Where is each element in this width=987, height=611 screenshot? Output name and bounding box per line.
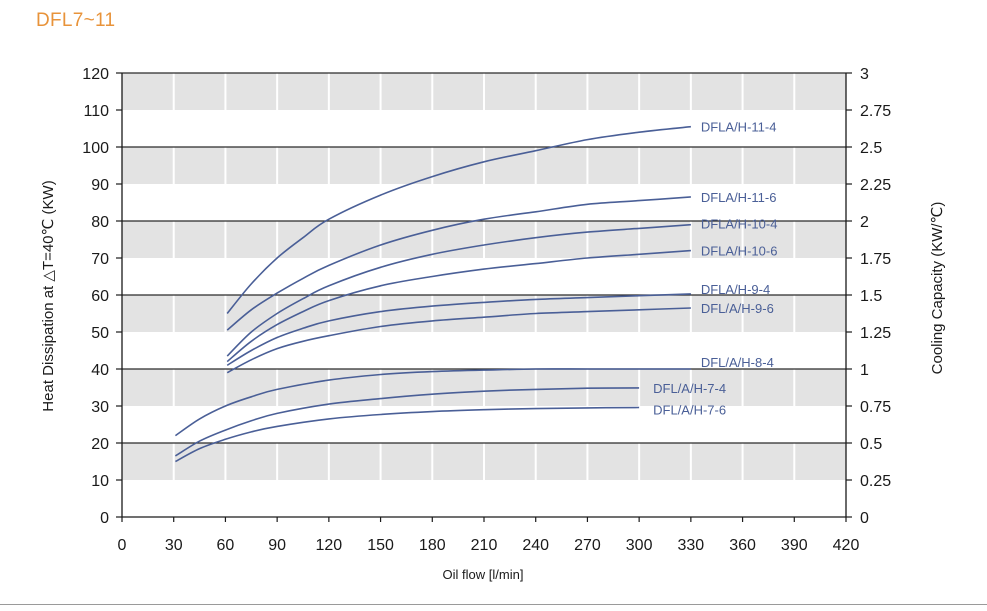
x-tick-label: 120 <box>316 537 343 554</box>
y-right-tick-label: 2.25 <box>860 177 891 194</box>
chart-axes <box>116 72 852 522</box>
x-tick-label: 90 <box>268 537 286 554</box>
y-tick-label: 30 <box>91 399 109 416</box>
series-label: DFL/A/H-7-4 <box>653 381 726 396</box>
series-label: DFLA/H-10-4 <box>701 217 778 232</box>
y-tick-label: 60 <box>91 288 109 305</box>
y-right-axis-title: Cooling Capacity (KW/℃) <box>929 202 946 375</box>
x-tick-label: 390 <box>781 537 808 554</box>
series-label: DFL/A/H-7-6 <box>653 402 726 417</box>
y-right-tick-label: 0.5 <box>860 436 882 453</box>
x-axis-title: Oil flow [l/min] <box>443 567 524 582</box>
series-line <box>174 387 640 457</box>
x-tick-label: 60 <box>217 537 235 554</box>
y-right-tick-label: 1.25 <box>860 325 891 342</box>
y-right-tick-labels: 0 0.25 0.5 0.75 1 1.25 1.5 1.75 2 2.25 2.5 2.75 3 <box>860 66 891 527</box>
y-tick-labels: 0 10 20 30 40 50 60 70 80 90 100 110 120 <box>82 66 109 527</box>
y-tick-label: 50 <box>91 325 109 342</box>
series-label: DFLA/H-11-4 <box>701 120 777 135</box>
x-tick-label: 270 <box>574 537 601 554</box>
series-labels: DFLA/H-11-4 DFLA/H-11-6 DFLA/H-10-4 DFLA/H-… <box>653 120 777 418</box>
y-right-tick-label: 2 <box>860 214 869 231</box>
y-right-tick-label: 0.75 <box>860 399 891 416</box>
series-label: DFL/A/H-8-4 <box>701 355 774 370</box>
y-tick-label: 70 <box>91 251 109 268</box>
series-line <box>226 307 691 374</box>
series-line <box>226 293 691 366</box>
x-tick-label: 30 <box>165 537 183 554</box>
x-tick-label: 150 <box>367 537 394 554</box>
y-tick-label: 90 <box>91 177 109 194</box>
x-tick-label: 330 <box>678 537 705 554</box>
y-tick-label: 120 <box>82 66 109 83</box>
y-right-tick-label: 0 <box>860 510 869 527</box>
chart-gridlines <box>122 72 846 517</box>
y-right-tick-label: 1 <box>860 362 869 379</box>
bottom-divider <box>0 604 987 605</box>
y-right-tick-label: 1.75 <box>860 251 891 268</box>
series-line <box>226 125 691 315</box>
x-tick-labels: 0 30 60 90 120 150 180 210 240 270 300 330 360 390 420 <box>118 537 860 554</box>
x-tick-label: 420 <box>833 537 860 554</box>
y-right-tick-label: 0.25 <box>860 473 891 490</box>
y-axis-title: Heat Dissipation at △T=40℃ (KW) <box>40 180 57 411</box>
series-line <box>175 406 640 463</box>
series-label: DFLA/H-10-6 <box>701 244 778 259</box>
x-tick-label: 180 <box>419 537 446 554</box>
series-lines <box>174 125 691 463</box>
x-tick-label: 210 <box>471 537 498 554</box>
series-label: DFL/A/H-9-6 <box>701 301 774 316</box>
series-label: DFLA/H-11-6 <box>701 190 777 205</box>
y-tick-label: 40 <box>91 362 109 379</box>
y-tick-label: 80 <box>91 214 109 231</box>
x-tick-label: 300 <box>626 537 653 554</box>
y-tick-label: 100 <box>82 140 109 157</box>
x-tick-label: 360 <box>729 537 756 554</box>
series-line <box>174 368 691 437</box>
y-tick-label: 10 <box>91 473 109 490</box>
series-line <box>226 223 691 357</box>
x-tick-label: 240 <box>522 537 549 554</box>
y-right-tick-label: 2.75 <box>860 103 891 120</box>
y-right-tick-label: 1.5 <box>860 288 882 305</box>
series-line <box>226 249 691 363</box>
y-right-tick-label: 3 <box>860 66 869 83</box>
series-label: DFLA/H-9-4 <box>701 282 770 297</box>
y-tick-label: 110 <box>83 103 109 120</box>
y-right-tick-label: 2.5 <box>860 140 882 157</box>
x-tick-label: 0 <box>118 537 127 554</box>
y-tick-label: 0 <box>100 510 109 527</box>
page-title: DFL7~11 <box>36 10 116 31</box>
series-line <box>226 196 691 331</box>
y-tick-label: 20 <box>91 436 109 453</box>
